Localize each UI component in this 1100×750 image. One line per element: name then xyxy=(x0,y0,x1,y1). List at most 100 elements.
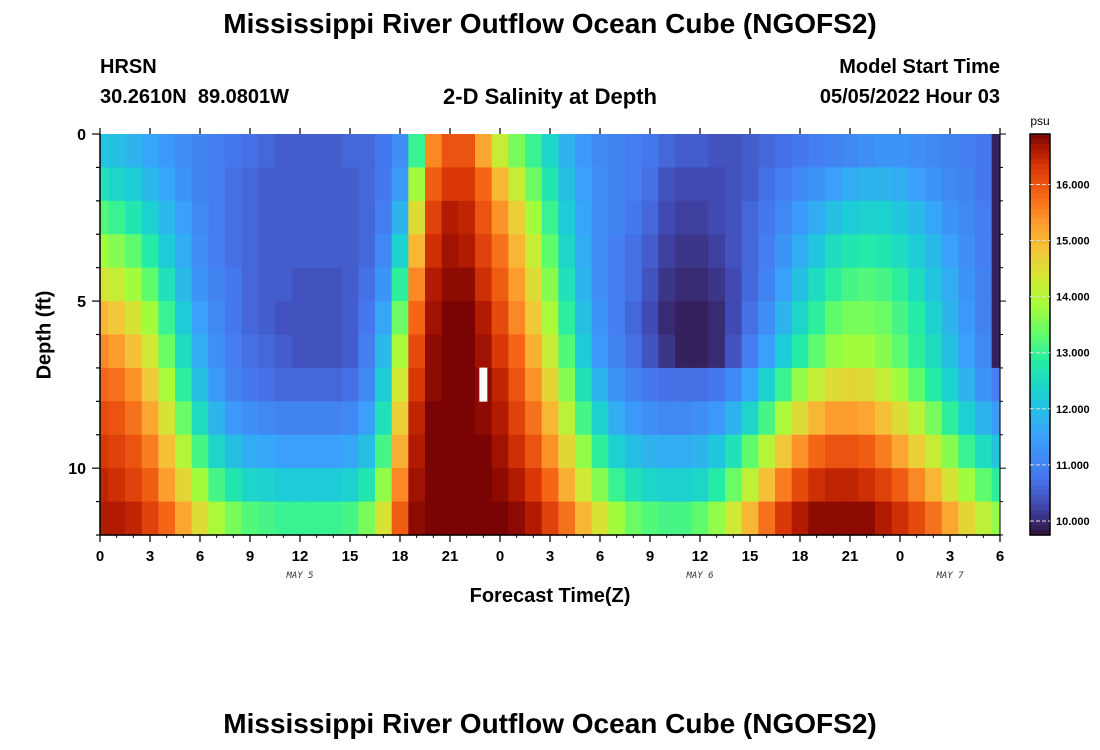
heatmap-cell xyxy=(358,334,376,369)
colorbar-segment xyxy=(1030,489,1050,496)
colorbar-tick-label: 15.000 xyxy=(1056,236,1090,248)
heatmap-cell xyxy=(591,301,609,336)
heatmap-cell xyxy=(675,267,693,302)
heatmap-cell xyxy=(258,234,276,269)
heatmap-cell xyxy=(275,434,293,469)
heatmap-cell xyxy=(958,267,976,302)
heatmap-cell xyxy=(758,401,776,436)
heatmap-cell xyxy=(658,167,676,202)
heatmap-cell xyxy=(808,134,826,169)
heatmap-cell xyxy=(425,301,443,336)
heatmap-cell xyxy=(858,401,876,436)
heatmap-cell xyxy=(491,134,509,169)
heatmap-cell xyxy=(708,167,726,202)
colorbar-segment xyxy=(1030,449,1050,456)
heatmap-cell xyxy=(941,468,959,503)
heatmap-cell xyxy=(175,501,193,536)
heatmap-cell xyxy=(758,367,776,402)
heatmap-cell xyxy=(241,501,259,536)
heatmap-cell xyxy=(375,401,393,436)
heatmap-cell xyxy=(441,501,459,536)
heatmap-cell xyxy=(141,334,159,369)
heatmap-cell xyxy=(558,167,576,202)
heatmap-cell xyxy=(275,501,293,536)
heatmap-cell xyxy=(408,468,426,503)
heatmap-cell xyxy=(241,200,259,235)
heatmap-cell xyxy=(941,301,959,336)
heatmap-cell xyxy=(425,200,443,235)
heatmap-cell xyxy=(191,401,209,436)
heatmap-cell xyxy=(158,167,176,202)
heatmap-cell xyxy=(641,468,659,503)
heatmap-cell xyxy=(375,301,393,336)
heatmap-cell xyxy=(741,334,759,369)
heatmap-cell xyxy=(458,334,476,369)
heatmap-cell xyxy=(141,301,159,336)
heatmap-cell xyxy=(708,468,726,503)
heatmap-cell xyxy=(341,367,359,402)
heatmap-cell xyxy=(625,301,643,336)
heatmap-cell xyxy=(791,134,809,169)
heatmap-cell xyxy=(658,200,676,235)
heatmap-cell xyxy=(158,134,176,169)
heatmap-cell xyxy=(541,267,559,302)
heatmap-cell xyxy=(441,134,459,169)
heatmap-cell xyxy=(100,468,109,503)
heatmap-cell xyxy=(825,234,843,269)
heatmap-cell xyxy=(925,501,943,536)
heatmap-cell xyxy=(291,334,309,369)
colorbar-segment xyxy=(1030,464,1050,471)
heatmap-cell xyxy=(875,301,893,336)
heatmap-cell xyxy=(308,301,326,336)
heatmap-cell xyxy=(841,334,859,369)
heatmap-cell xyxy=(725,501,743,536)
heatmap-cell xyxy=(425,234,443,269)
heatmap-cell xyxy=(825,134,843,169)
heatmap-cell xyxy=(591,434,609,469)
heatmap-cell xyxy=(408,367,426,402)
heatmap-cell xyxy=(608,167,626,202)
heatmap-cell xyxy=(541,134,559,169)
heatmap-cell xyxy=(308,401,326,436)
x-tick-label: 21 xyxy=(842,548,859,565)
heatmap-cell xyxy=(908,434,926,469)
y-tick-label: 5 xyxy=(77,294,86,311)
heatmap-cell xyxy=(725,401,743,436)
heatmap-cell xyxy=(291,267,309,302)
heatmap-cell xyxy=(291,501,309,536)
heatmap-cell xyxy=(541,301,559,336)
heatmap-cell xyxy=(608,301,626,336)
heatmap-cell xyxy=(208,367,226,402)
model-start-time: 05/05/2022 Hour 03 xyxy=(819,86,1000,108)
heatmap-cell xyxy=(558,234,576,269)
heatmap-cell xyxy=(808,267,826,302)
colorbar-segment xyxy=(1030,289,1050,295)
heatmap-cell xyxy=(841,468,859,503)
heatmap-cell xyxy=(491,401,509,436)
day-label: MAY 6 xyxy=(685,571,713,581)
heatmap-cell xyxy=(991,267,1001,302)
heatmap-cell xyxy=(458,167,476,202)
colorbar-segment xyxy=(1030,419,1050,426)
heatmap-cell xyxy=(641,301,659,336)
heatmap-cell xyxy=(475,301,493,336)
heatmap-cell xyxy=(458,468,476,503)
colorbar-segment xyxy=(1030,189,1050,195)
heatmap-cell xyxy=(858,434,876,469)
heatmap-cell xyxy=(658,301,676,336)
colorbar-segment xyxy=(1030,524,1050,531)
heatmap-cell xyxy=(858,501,876,536)
heatmap-cell xyxy=(108,367,126,402)
heatmap-cell xyxy=(325,434,343,469)
heatmap-cell xyxy=(658,468,676,503)
heatmap-cell xyxy=(258,200,276,235)
heatmap-cell xyxy=(408,401,426,436)
heatmap-cell xyxy=(925,200,943,235)
heatmap-cell xyxy=(875,334,893,369)
heatmap-cell xyxy=(325,134,343,169)
heatmap-cell xyxy=(708,234,726,269)
heatmap-cell xyxy=(975,401,993,436)
heatmap-cell xyxy=(100,367,109,402)
colorbar-segment xyxy=(1030,404,1050,411)
heatmap-cell xyxy=(141,367,159,402)
